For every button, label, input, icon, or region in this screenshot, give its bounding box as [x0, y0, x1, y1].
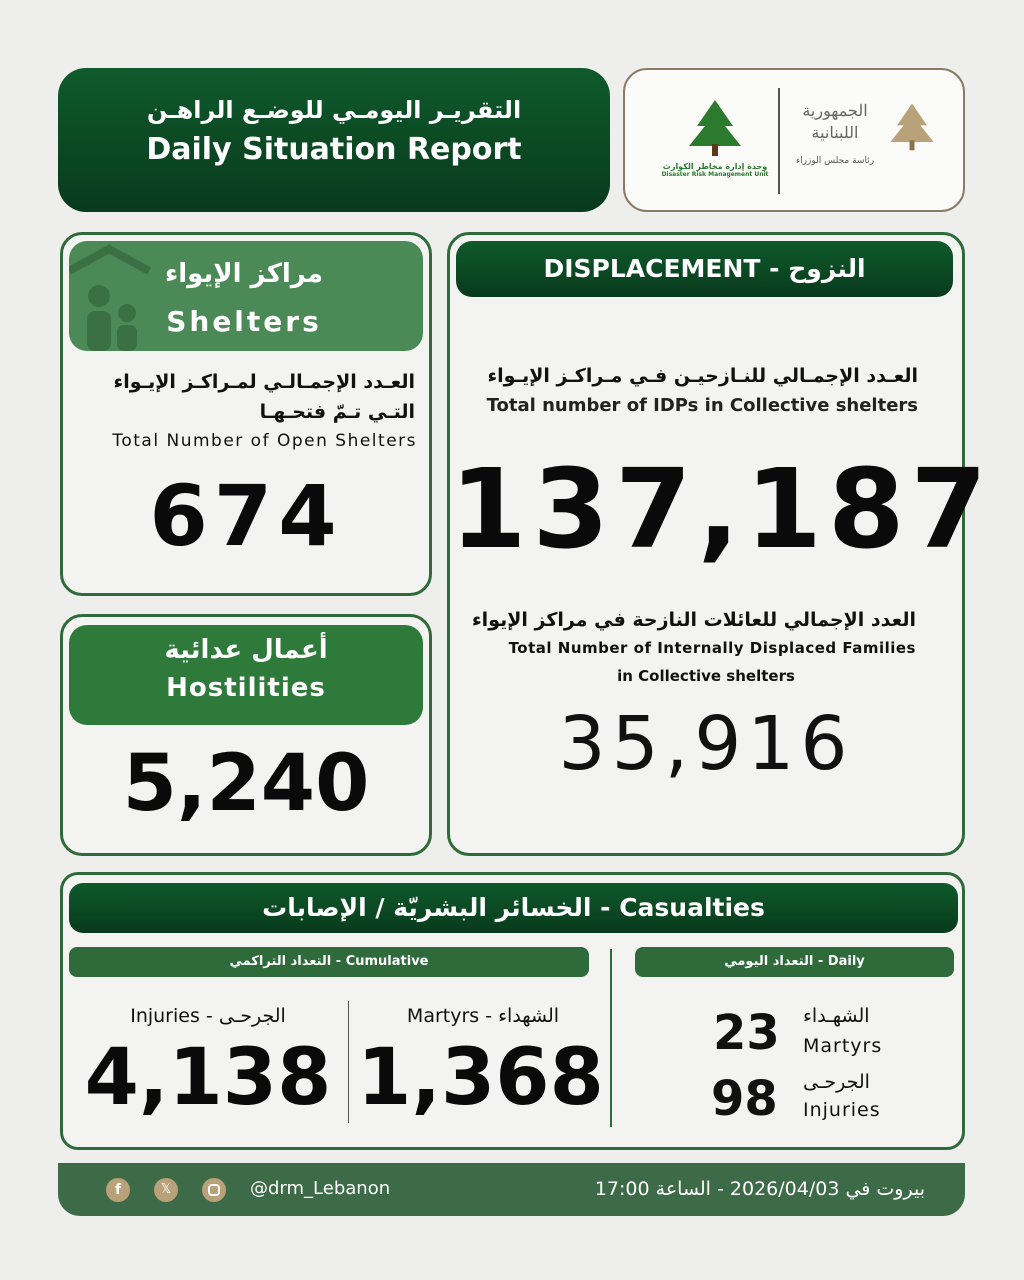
shelters-title-en: Shelters: [166, 305, 322, 338]
displacement-header: DISPLACEMENT - النزوح: [456, 241, 953, 297]
facebook-icon[interactable]: f: [106, 1178, 130, 1202]
hostilities-header: أعمال عدائية Hostilities: [69, 625, 423, 725]
social-handle[interactable]: @drm_Lebanon: [250, 1178, 391, 1199]
shelters-card: مراكز الإيواء Shelters العـدد الإجمـالـي…: [60, 232, 432, 596]
families-label-en1: Total Number of Internally Displaced Fam…: [508, 639, 916, 657]
cum-martyrs-label: Martyrs - الشهداء: [406, 1005, 560, 1027]
shelters-value: 674: [149, 467, 343, 565]
families-label-en2: in Collective shelters: [617, 667, 795, 685]
shelters-label-en: Total Number of Open Shelters: [112, 431, 417, 451]
gov-logo: الجمهورية اللبنانية رئاسة مجلس الوزراء: [790, 100, 880, 166]
casualties-header: الخسائر البشريّة / الإصابات - Casualties: [69, 883, 958, 933]
divider: [778, 88, 780, 194]
gov-name-ar: الجمهورية اللبنانية: [802, 101, 868, 142]
hostilities-title-en: Hostilities: [166, 673, 326, 703]
idps-value: 137,187: [450, 445, 994, 573]
shelters-title-ar: مراكز الإيواء: [164, 259, 324, 289]
report-header: التقريـر اليومـي للوضـع الراهـن Daily Si…: [58, 68, 610, 212]
x-icon[interactable]: 𝕏: [154, 1178, 178, 1202]
daily-label: التعداد اليومي - Daily: [635, 947, 954, 977]
daily-injuries-value: 98: [711, 1071, 778, 1127]
cum-divider: [348, 1001, 349, 1123]
shelter-people-icon: [69, 244, 151, 351]
drm-logo: وحدة إدارة مخاطر الكوارث Disaster Risk M…: [645, 98, 785, 178]
footer: f 𝕏 @drm_Lebanon بيروت في 2026/04/03 - ا…: [58, 1163, 965, 1216]
cum-martyrs-value: 1,368: [357, 1033, 604, 1123]
title-en: Daily Situation Report: [146, 132, 522, 167]
daily-divider: [610, 949, 612, 1127]
daily-martyrs-ar: الشهـداء: [803, 1005, 870, 1027]
logo-panel: وحدة إدارة مخاطر الكوارث Disaster Risk M…: [623, 68, 965, 212]
hostilities-value: 5,240: [122, 739, 370, 829]
instagram-icon[interactable]: [202, 1178, 226, 1202]
hostilities-title-ar: أعمال عدائية: [164, 635, 328, 665]
drm-name-en: Disaster Risk Management Unit: [661, 171, 769, 178]
report-datetime: بيروت في 2026/04/03 - الساعة 17:00: [594, 1178, 925, 1200]
displacement-card: DISPLACEMENT - النزوح العـدد الإجمـالي ل…: [447, 232, 994, 856]
families-value: 35,916: [558, 701, 854, 787]
cum-injuries-value: 4,138: [84, 1033, 332, 1123]
casualties-card: الخسائر البشريّة / الإصابات - Casualties…: [60, 872, 965, 1150]
idps-label-ar: العـدد الإجمـالي للنـازحيـن فـي مـراكـز …: [487, 365, 918, 387]
cum-injuries-label: Injuries - الجرحـى: [130, 1005, 286, 1027]
title-ar: التقريـر اليومـي للوضـع الراهـن: [146, 96, 522, 124]
gold-cedar-icon: [890, 103, 934, 151]
families-label-ar: العدد الإجمالي للعائلات النازحة في مراكز…: [471, 609, 916, 631]
daily-injuries-en: Injuries: [803, 1099, 881, 1121]
daily-martyrs-value: 23: [713, 1005, 780, 1061]
drm-name-ar: وحدة إدارة مخاطر الكوارث: [662, 162, 768, 171]
shelters-label-ar2: التـي تـمّ فتحـهـا: [259, 401, 415, 423]
daily-martyrs-en: Martyrs: [803, 1035, 883, 1057]
shelters-header: مراكز الإيواء Shelters: [69, 241, 423, 351]
idps-label-en: Total number of IDPs in Collective shelt…: [486, 395, 918, 416]
cedar-tree-icon: [689, 100, 741, 156]
daily-injuries-ar: الجرحـى: [803, 1071, 870, 1093]
shelters-label-ar1: العـدد الإجمـالـي لمـراكـز الإيـواء: [113, 371, 416, 393]
gov-sub: رئاسة مجلس الوزراء: [795, 156, 875, 166]
cumulative-label: التعداد التراكمي - Cumulative: [69, 947, 589, 977]
hostilities-card: أعمال عدائية Hostilities 5,240: [60, 614, 432, 856]
